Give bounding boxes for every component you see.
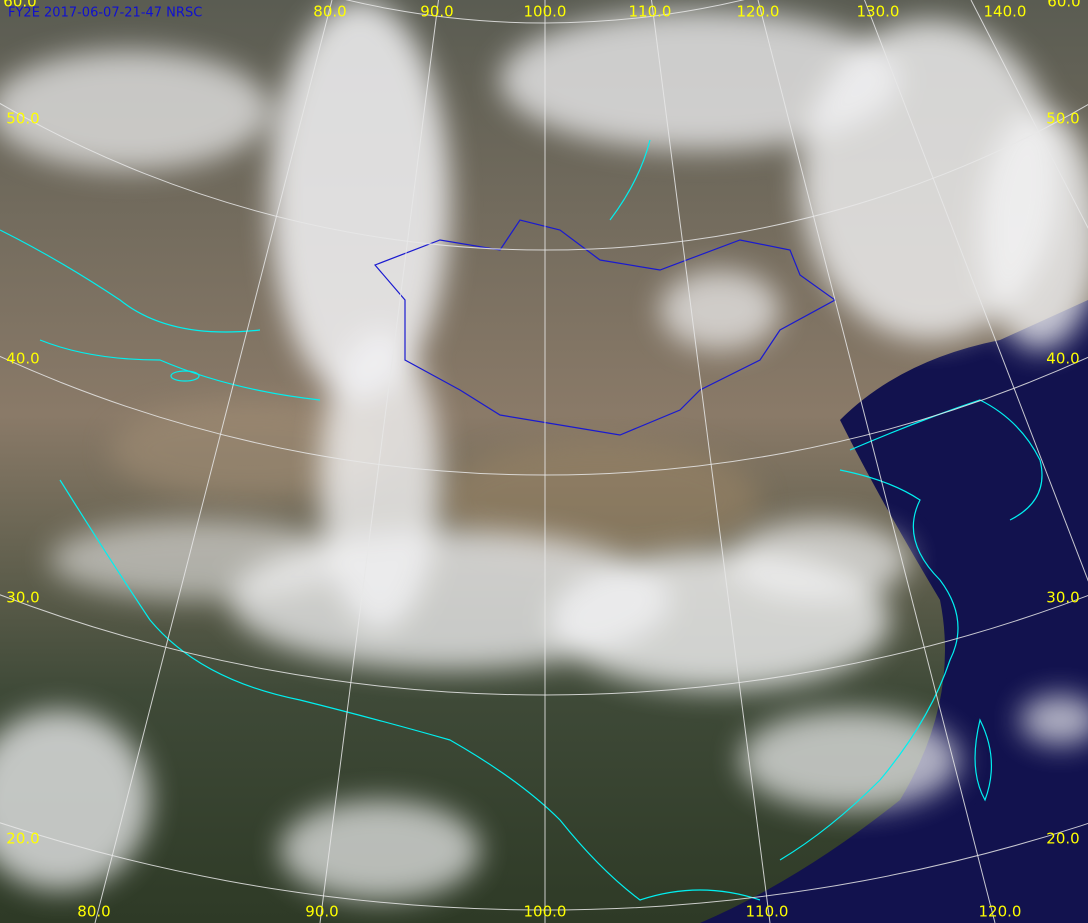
mongolia-border bbox=[373, 219, 837, 436]
lon-label: 140.0 bbox=[984, 3, 1027, 21]
clouds bbox=[0, 0, 1088, 900]
lon-label: 90.0 bbox=[420, 3, 453, 21]
lat-label: 40.0 bbox=[6, 350, 39, 368]
lon-label: 100.0 bbox=[524, 903, 567, 921]
lat-label: 30.0 bbox=[6, 589, 39, 607]
lon-label: 110.0 bbox=[629, 3, 672, 21]
header-title: FY2E 2017-06-07-21-47 NRSC bbox=[8, 6, 202, 21]
lon-label: 120.0 bbox=[737, 3, 780, 21]
lon-label: 110.0 bbox=[746, 903, 789, 921]
grid-line bbox=[970, 0, 1088, 229]
coastlines bbox=[0, 139, 1043, 901]
lon-label: 130.0 bbox=[857, 3, 900, 21]
lon-label: 80.0 bbox=[313, 3, 346, 21]
lat-label: 40.0 bbox=[1046, 350, 1079, 368]
lon-label: 120.0 bbox=[979, 903, 1022, 921]
lat-label: 30.0 bbox=[1046, 589, 1079, 607]
lon-label: 80.0 bbox=[77, 903, 110, 921]
lat-label: 60.0 bbox=[1047, 0, 1080, 11]
grid-line bbox=[651, 0, 771, 923]
bottom-labels: 80.0 90.0 100.0 110.0 120.0 bbox=[77, 903, 1021, 921]
lat-label: 20.0 bbox=[6, 830, 39, 848]
lat-label: 50.0 bbox=[6, 110, 39, 128]
grid-line bbox=[319, 0, 439, 923]
lon-label: 100.0 bbox=[524, 3, 567, 21]
grid-line bbox=[757, 0, 996, 923]
top-labels: 60.0 80.0 90.0 100.0 110.0 120.0 130.0 1… bbox=[3, 0, 1080, 21]
left-labels: 50.0 40.0 30.0 20.0 bbox=[6, 110, 39, 848]
grid-line bbox=[864, 0, 1088, 582]
lat-label: 60.0 bbox=[3, 0, 36, 11]
lat-label: 20.0 bbox=[1046, 830, 1079, 848]
grid-line bbox=[94, 0, 333, 923]
lon-label: 90.0 bbox=[305, 903, 338, 921]
right-labels: 50.0 40.0 30.0 20.0 bbox=[1046, 110, 1079, 848]
lat-label: 50.0 bbox=[1046, 110, 1079, 128]
